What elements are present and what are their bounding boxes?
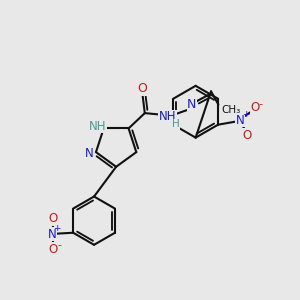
Text: O: O [250,100,260,113]
Text: N: N [48,228,56,241]
Text: N: N [187,98,196,111]
Text: O: O [137,82,147,95]
Text: O: O [49,243,58,256]
Text: O: O [49,212,58,225]
Text: CH₃: CH₃ [221,106,241,116]
Text: NH: NH [159,110,176,123]
Text: -: - [259,99,263,109]
Text: +: + [53,224,61,233]
Text: N: N [236,114,244,127]
Text: O: O [243,129,252,142]
Text: NH: NH [88,120,106,133]
Text: -: - [57,240,61,250]
Text: N: N [85,147,94,160]
Text: +: + [242,110,249,119]
Text: H: H [172,119,179,129]
